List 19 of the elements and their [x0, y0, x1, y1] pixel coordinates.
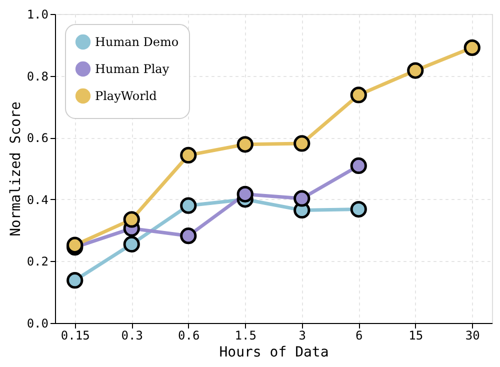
- legend-label: Human Demo: [95, 35, 179, 49]
- y-tick-label: 0.2: [26, 254, 48, 269]
- y-tick-label: 1.0: [26, 8, 48, 22]
- x-tick-label: 0.15: [60, 328, 90, 342]
- x-axis-title: Hours of Data: [219, 344, 329, 360]
- y-tick-label: 0.0: [26, 316, 48, 330]
- y-tick-label: 0.6: [26, 131, 48, 146]
- x-tick-label: 6: [356, 328, 363, 342]
- y-tick-label: 0.4: [26, 192, 48, 207]
- x-tick-label: 30: [465, 328, 480, 342]
- y-tick-label: 0.8: [26, 69, 48, 84]
- x-tick-label: 0.3: [121, 328, 143, 342]
- legend-label: PlayWorld: [95, 89, 158, 103]
- x-tick-label: 0.6: [178, 328, 200, 342]
- x-tick-label: 3: [298, 328, 306, 342]
- x-tick-label: 1.5: [234, 328, 256, 342]
- y-axis-title: Normalized Score: [8, 102, 24, 236]
- legend-label: Human Play: [95, 62, 170, 76]
- x-tick-label: 15: [408, 328, 424, 342]
